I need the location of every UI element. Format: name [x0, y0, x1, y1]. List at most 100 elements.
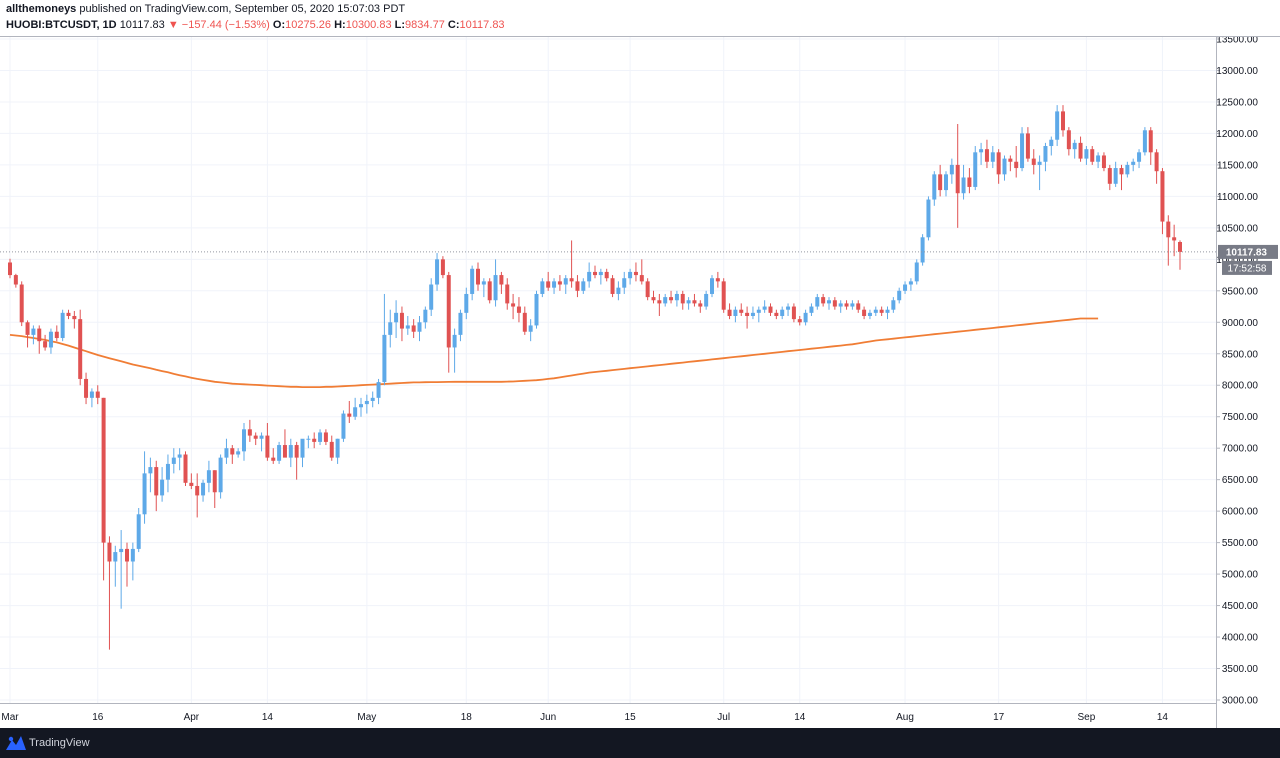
candle-body — [739, 309, 744, 313]
candle — [470, 265, 475, 301]
x-tick-label: 14 — [1157, 712, 1169, 723]
candle — [54, 325, 59, 342]
low-value: 9834.77 — [405, 19, 445, 31]
candle-body — [1090, 149, 1095, 162]
candle — [657, 293, 662, 316]
y-tick-label: 3000.00 — [1222, 696, 1259, 707]
candle-body — [563, 278, 568, 285]
candle — [154, 460, 159, 512]
chart-area[interactable]: 3000.00 3500.00 4000.00 4500.00 5000.00 5500.… — [0, 36, 1280, 729]
candle — [60, 309, 65, 342]
candle-body — [1096, 155, 1101, 162]
author-name[interactable]: allthemoneys — [6, 3, 77, 15]
candle-body — [944, 174, 948, 191]
y-tick-label: 7500.00 — [1222, 412, 1259, 423]
candle-body — [107, 542, 112, 562]
candle-body — [616, 287, 621, 294]
candle-body — [791, 306, 796, 320]
candle-body — [1166, 221, 1171, 238]
open-value: 10275.26 — [285, 19, 332, 31]
candle — [165, 454, 170, 493]
candle — [195, 473, 200, 518]
candle — [856, 300, 861, 313]
candle-body — [651, 297, 656, 301]
candle-body — [657, 300, 662, 304]
candle-body — [329, 441, 334, 458]
candle — [300, 438, 305, 468]
candle — [1125, 161, 1130, 178]
candle — [1090, 146, 1095, 165]
candle-body — [165, 463, 170, 480]
candle-body — [996, 152, 1001, 175]
candle — [189, 473, 194, 490]
x-tick-label: 14 — [794, 712, 806, 723]
candle-body — [797, 319, 802, 323]
candle-body — [622, 278, 627, 288]
candle — [370, 391, 375, 408]
candle — [534, 290, 539, 329]
candle-body — [84, 378, 89, 398]
candle-body — [639, 275, 644, 282]
y-tick-label: 6500.00 — [1222, 475, 1259, 486]
candle — [838, 300, 843, 313]
candle-body — [148, 467, 153, 474]
candle — [1148, 127, 1153, 165]
candle — [177, 448, 182, 471]
candle-body — [43, 341, 48, 348]
x-tick-label: 17 — [993, 712, 1005, 723]
candle — [633, 262, 638, 282]
candle — [312, 432, 317, 449]
candle — [973, 146, 978, 191]
candlestick-chart[interactable]: 3000.00 3500.00 4000.00 4500.00 5000.00 5500.… — [0, 37, 1280, 729]
candle — [107, 536, 112, 650]
candle — [879, 306, 884, 316]
candle — [1025, 127, 1030, 162]
candle — [1101, 152, 1106, 172]
candle — [288, 438, 293, 468]
candle — [815, 293, 820, 310]
candle-body — [598, 271, 603, 276]
candle — [686, 297, 691, 310]
candle-body — [1101, 155, 1106, 169]
candle — [932, 171, 937, 206]
candle — [423, 306, 428, 329]
candle — [1107, 164, 1112, 191]
ohlc-legend: HUOBI:BTCUSDT, 1D 10117.83 ▼ −157.44 (−1… — [6, 19, 505, 31]
candle-body — [569, 278, 574, 282]
candle — [511, 293, 516, 320]
candle — [715, 271, 720, 288]
countdown-label: 17:52:58 — [1228, 263, 1267, 274]
tradingview-logo-icon[interactable] — [6, 736, 26, 750]
candle-body — [955, 164, 960, 194]
candle — [43, 334, 48, 351]
candle-body — [364, 400, 369, 405]
candle — [674, 290, 679, 307]
candle-body — [136, 514, 141, 549]
x-tick-label: Aug — [896, 712, 914, 723]
candle — [8, 258, 12, 279]
candle — [388, 309, 393, 348]
candle — [938, 164, 943, 197]
symbol-label[interactable]: HUOBI:BTCUSDT, 1D — [6, 19, 117, 31]
candle — [1160, 168, 1165, 235]
candle-body — [429, 284, 434, 310]
candle-body — [125, 548, 129, 562]
candle-body — [768, 306, 773, 313]
candle — [160, 467, 165, 502]
price-axis-panel[interactable] — [1216, 37, 1280, 729]
tradingview-logo-text[interactable]: TradingView — [29, 737, 90, 749]
candle-body — [323, 432, 328, 442]
x-tick-label: Jul — [717, 712, 730, 723]
candle-body — [19, 284, 24, 323]
ma-line — [9, 317, 1099, 388]
candle — [622, 271, 627, 294]
candle-body — [405, 325, 410, 329]
candle — [961, 164, 966, 200]
candle — [593, 265, 597, 279]
candle — [476, 262, 480, 291]
y-tick-label: 5000.00 — [1222, 570, 1259, 581]
candle-body — [388, 322, 393, 335]
y-tick-label: 13500.00 — [1216, 37, 1258, 46]
y-tick-label: 5500.00 — [1222, 538, 1259, 549]
candle-body — [189, 482, 194, 486]
